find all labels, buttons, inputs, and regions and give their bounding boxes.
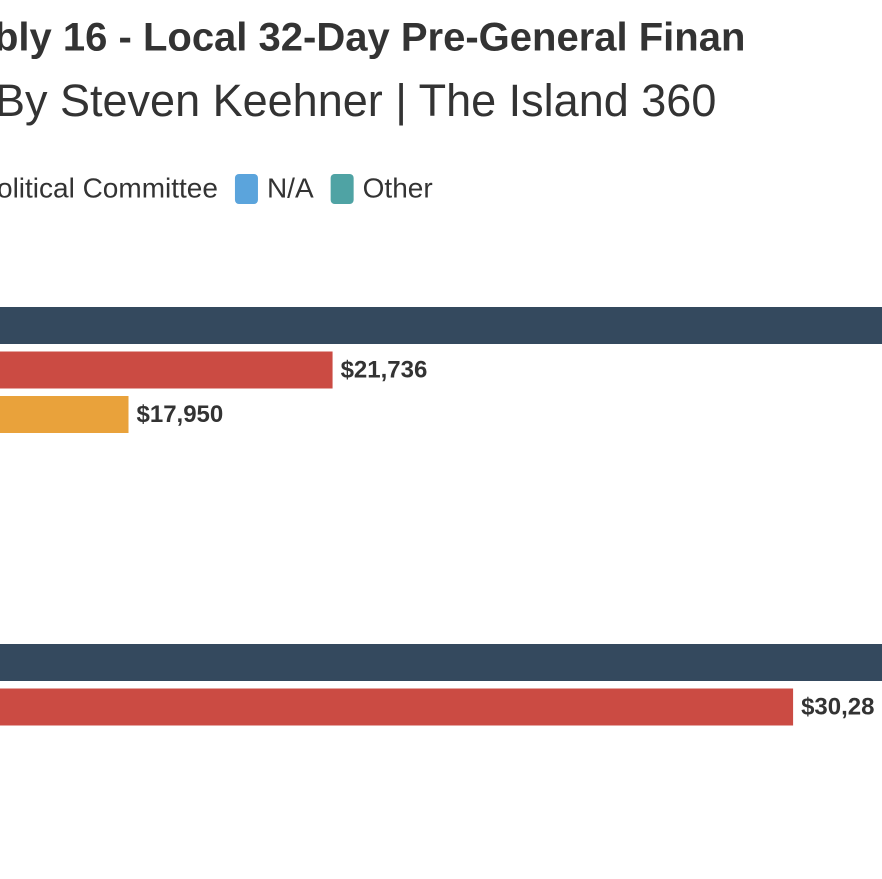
bar: [0, 351, 333, 389]
value-label: $21,736: [341, 356, 428, 383]
bar: [0, 644, 882, 681]
bar: [0, 688, 794, 726]
legend-label: N/A: [267, 172, 314, 203]
legend: olitical Committee N/A Other: [0, 172, 433, 204]
legend-label: olitical Committee: [0, 172, 218, 203]
value-label: $17,950: [137, 401, 224, 428]
legend-label: Other: [363, 172, 433, 203]
legend-swatch: [330, 174, 354, 204]
legend-swatch: [234, 174, 258, 204]
bar: [0, 307, 882, 344]
chart-title: bly 16 - Local 32-Day Pre-General Finan: [0, 16, 745, 60]
value-label: $30,28: [801, 693, 874, 720]
chart-subtitle: By Steven Keehner | The Island 360: [0, 75, 716, 126]
bar: [0, 396, 129, 433]
plot-area: $21,736 $17,950 $30,28: [0, 307, 882, 726]
